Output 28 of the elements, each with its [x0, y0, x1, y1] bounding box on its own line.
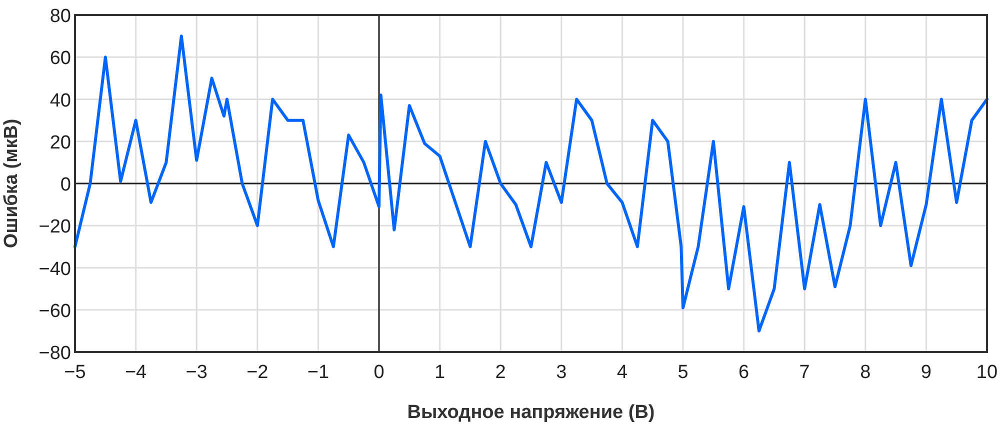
- y-tick-label: −40: [38, 258, 71, 280]
- x-tick-label: −5: [64, 362, 86, 383]
- x-tick-label: 3: [556, 362, 567, 383]
- y-axis-title: Ошибка (мкВ): [1, 118, 22, 248]
- x-tick-label: 1: [434, 362, 446, 383]
- line-series: [74, 34, 988, 332]
- x-tick-label: 6: [738, 362, 750, 383]
- x-tick-label: −3: [186, 362, 208, 383]
- x-axis-title: Выходное напряжение (В): [407, 402, 655, 423]
- y-tick-label: 20: [50, 132, 71, 154]
- x-tick-label: −4: [124, 362, 148, 383]
- x-tick-label: 5: [678, 362, 688, 383]
- y-tick-label: 60: [50, 48, 71, 70]
- x-tick-label: −2: [246, 362, 268, 383]
- x-tick-label: 9: [920, 362, 932, 383]
- x-tick-label: 7: [799, 362, 810, 383]
- x-tick-label: 4: [616, 362, 628, 383]
- y-tick-label: −80: [38, 343, 71, 364]
- x-tick-label: −1: [307, 362, 330, 383]
- y-tick-label: 80: [50, 6, 71, 27]
- x-tick-label: 10: [976, 362, 998, 383]
- y-tick-label: 40: [50, 90, 71, 112]
- y-tick-label: −60: [38, 300, 71, 322]
- y-tick-label: 0: [60, 174, 71, 196]
- x-tick-label: 2: [495, 362, 506, 383]
- x-tick-label: 8: [860, 362, 871, 383]
- x-tick-label: 0: [374, 362, 384, 383]
- y-tick-label: −20: [38, 216, 71, 238]
